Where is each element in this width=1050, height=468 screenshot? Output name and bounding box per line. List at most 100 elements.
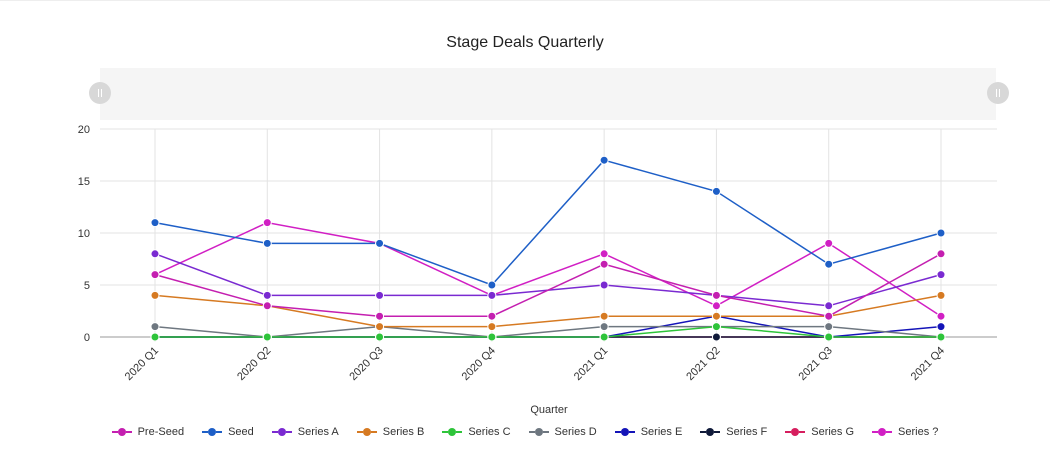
- legend-label: Series D: [554, 426, 597, 438]
- data-point: [824, 322, 834, 332]
- data-point: [487, 322, 497, 332]
- data-point: [711, 290, 721, 300]
- data-point: [262, 332, 272, 342]
- series-line: [154, 221, 942, 317]
- legend-label: Pre-Seed: [137, 426, 185, 438]
- legend-dot: [448, 428, 457, 436]
- legend-item[interactable]: Seed: [202, 426, 254, 438]
- data-point: [487, 311, 497, 321]
- data-point: [936, 322, 946, 332]
- legend-dot: [534, 428, 543, 436]
- x-tick-label: 2021 Q2: [684, 345, 722, 383]
- legend-swatch-icon: [202, 426, 223, 438]
- data-point: [824, 332, 834, 342]
- legend-label: Series A: [297, 426, 339, 438]
- data-point: [262, 218, 272, 228]
- series-line: [154, 325, 942, 338]
- data-point: [150, 218, 160, 228]
- legend-item[interactable]: Series G: [785, 426, 854, 438]
- legend-label: Series F: [726, 426, 768, 438]
- data-point: [262, 238, 272, 248]
- legend-dot: [277, 428, 286, 436]
- data-point: [824, 238, 834, 248]
- x-tick-label: 2021 Q1: [572, 345, 610, 383]
- zoom-right-handle[interactable]: [987, 82, 1009, 104]
- data-point: [936, 249, 946, 259]
- y-tick-label: 15: [78, 176, 90, 188]
- series-line: [154, 253, 942, 307]
- legend-label: Seed: [228, 426, 254, 438]
- legend-swatch-icon: [700, 426, 721, 438]
- top-divider: [0, 0, 1050, 1]
- data-point: [375, 311, 385, 321]
- legend-item[interactable]: Series A: [271, 426, 339, 438]
- legend-dot: [620, 428, 629, 436]
- data-point: [936, 270, 946, 280]
- legend-item[interactable]: Series F: [700, 426, 767, 438]
- data-point: [487, 290, 497, 300]
- zoom-left-handle[interactable]: [89, 82, 111, 104]
- legend-item[interactable]: Series D: [528, 426, 597, 438]
- data-point: [711, 301, 721, 311]
- chart-title: Stage Deals Quarterly: [446, 34, 604, 51]
- data-point: [150, 270, 160, 280]
- legend-swatch-icon: [356, 426, 377, 438]
- data-point: [936, 311, 946, 321]
- zoom-slider-track[interactable]: [100, 68, 996, 120]
- x-tick-label: 2021 Q3: [797, 345, 835, 383]
- y-tick-label: 20: [78, 124, 90, 136]
- data-point: [599, 155, 609, 165]
- data-point: [150, 322, 160, 332]
- legend-label: Series ?: [898, 426, 939, 438]
- data-point: [936, 332, 946, 342]
- legend-item[interactable]: Series C: [442, 426, 511, 438]
- data-point: [599, 280, 609, 290]
- data-point: [262, 301, 272, 311]
- data-point: [375, 238, 385, 248]
- legend-dot: [878, 428, 887, 436]
- legend-dot: [791, 428, 800, 436]
- data-point: [487, 332, 497, 342]
- legend-swatch-icon: [872, 426, 893, 438]
- legend-dot: [117, 428, 126, 436]
- data-point: [824, 311, 834, 321]
- x-tick-label: 2021 Q4: [909, 345, 947, 383]
- data-point: [375, 290, 385, 300]
- legend-swatch-icon: [614, 426, 635, 438]
- legend-item[interactable]: Series ?: [872, 426, 938, 438]
- legend-item[interactable]: Pre-Seed: [111, 426, 185, 438]
- legend: Pre-Seed Seed Series A Series B Series C Seri…: [0, 426, 1050, 438]
- data-point: [262, 290, 272, 300]
- y-tick-label: 10: [78, 228, 90, 240]
- data-point: [599, 311, 609, 321]
- legend-item[interactable]: Series B: [356, 426, 425, 438]
- legend-dot: [706, 428, 715, 436]
- legend-dot: [362, 428, 371, 436]
- data-point: [375, 322, 385, 332]
- y-tick-label: 5: [84, 280, 90, 292]
- legend-label: Series G: [811, 426, 855, 438]
- data-point: [936, 290, 946, 300]
- data-point: [711, 332, 721, 342]
- data-point: [711, 311, 721, 321]
- legend-swatch-icon: [528, 426, 549, 438]
- x-tick-label: 2020 Q4: [460, 345, 498, 383]
- legend-item[interactable]: Series E: [614, 426, 682, 438]
- data-point: [711, 322, 721, 332]
- data-point: [936, 228, 946, 238]
- legend-swatch-icon: [442, 426, 463, 438]
- legend-label: Series C: [468, 426, 511, 438]
- data-point: [375, 332, 385, 342]
- legend-swatch-icon: [785, 426, 806, 438]
- series-line: [155, 325, 941, 338]
- series-line: [154, 294, 942, 328]
- data-point: [824, 301, 834, 311]
- series-line: [154, 253, 942, 317]
- x-axis-title: Quarter: [530, 404, 568, 416]
- legend-label: Series B: [382, 426, 425, 438]
- data-point: [711, 186, 721, 196]
- data-point: [150, 249, 160, 259]
- data-point: [487, 280, 497, 290]
